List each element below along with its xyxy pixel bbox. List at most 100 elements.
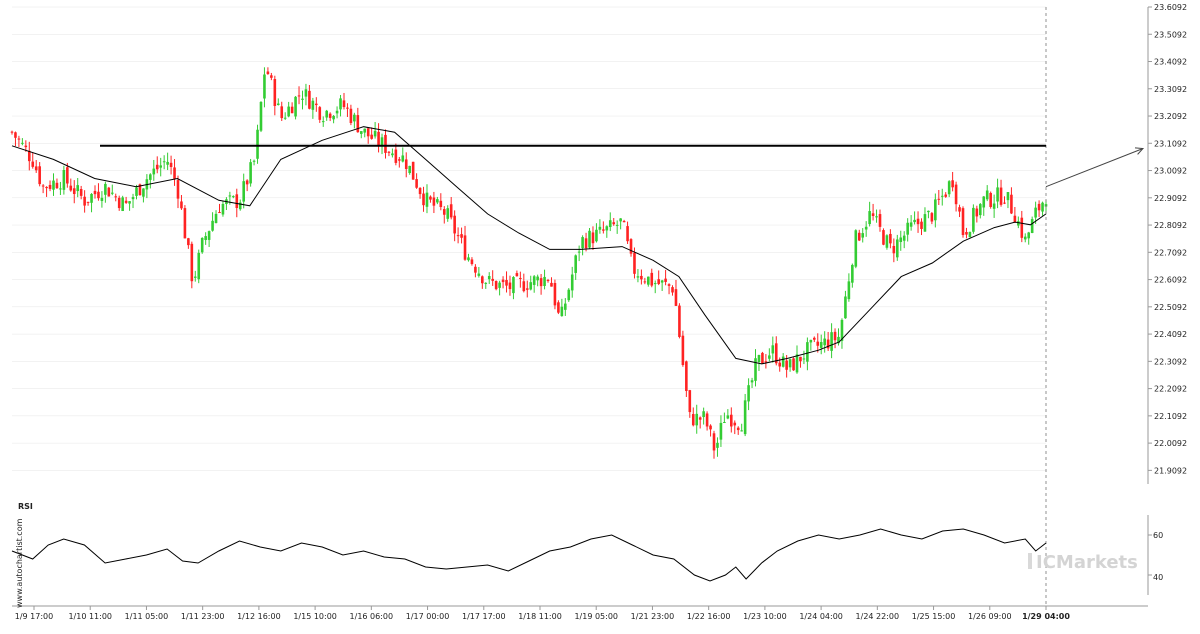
candle-body: [916, 218, 920, 225]
price-tick-label: 22.3092: [1154, 357, 1187, 366]
candle-body: [280, 106, 284, 119]
candle-body: [117, 197, 121, 209]
candle-body: [31, 161, 35, 167]
candle-body: [508, 282, 512, 290]
candle-body: [72, 188, 76, 195]
time-tick-label: 1/11 23:00: [181, 612, 225, 621]
candle-body: [38, 166, 41, 185]
candle-body: [273, 79, 277, 106]
candle-body: [768, 355, 771, 359]
side-watermark: www.autochartist.com: [15, 518, 24, 608]
candle-body: [297, 95, 301, 97]
candle-body: [404, 159, 408, 170]
candle-body: [854, 230, 858, 267]
candle-body: [110, 192, 114, 194]
candle-body: [819, 342, 823, 348]
price-tick-label: 22.2092: [1154, 385, 1187, 394]
candle-body: [238, 202, 242, 210]
candle-body: [795, 354, 799, 373]
time-tick-label: 1/17 17:00: [462, 612, 506, 621]
candle-body: [90, 193, 93, 203]
candle-body: [484, 282, 488, 284]
candle-body: [844, 296, 847, 319]
candle-body: [501, 279, 505, 283]
candle-body: [647, 276, 650, 285]
candle-body: [460, 234, 463, 238]
candle-body: [695, 413, 699, 426]
candle-body: [992, 203, 996, 209]
candle-body: [667, 284, 671, 286]
candle-body: [705, 413, 709, 427]
candle-body: [470, 259, 474, 265]
time-tick-label: 1/24 22:00: [856, 612, 900, 621]
candle-body: [55, 182, 59, 189]
candle-body: [909, 222, 913, 227]
time-tick-label: 1/22 16:00: [687, 612, 731, 621]
candle-body: [429, 196, 432, 200]
candle-body: [771, 345, 775, 354]
candle-body: [608, 220, 612, 228]
candle-body: [418, 187, 422, 195]
time-tick-label: 1/25 15:00: [912, 612, 956, 621]
candle-body: [21, 142, 24, 144]
candle-body: [411, 161, 415, 180]
candle-body: [626, 226, 629, 242]
candle-body: [481, 276, 484, 284]
candle-body: [270, 75, 273, 78]
candle-body: [370, 134, 373, 139]
candle-body: [643, 281, 647, 283]
candle-body: [1017, 221, 1020, 226]
candle-body: [985, 190, 989, 200]
candle-body: [781, 356, 785, 367]
candle-body: [512, 277, 515, 294]
price-tick-label: 23.6092: [1154, 3, 1187, 12]
candle-body: [79, 189, 83, 196]
candle-body: [944, 194, 948, 197]
moving-average-layer: [11, 126, 1047, 365]
candle-body: [467, 257, 470, 261]
candle-body: [906, 222, 909, 235]
candle-body: [709, 425, 712, 430]
candle-body: [851, 264, 854, 283]
candle-body: [335, 110, 339, 114]
time-tick-label: 1/18 11:00: [518, 612, 562, 621]
candle-body: [453, 215, 456, 234]
candle-body: [560, 306, 564, 317]
candle-body: [564, 303, 567, 310]
candle-body: [321, 121, 325, 123]
candle-body: [304, 89, 308, 97]
candle-body: [691, 414, 695, 426]
candle-body: [975, 208, 979, 217]
time-tick-label: 1/11 05:00: [125, 612, 169, 621]
candle-body: [937, 198, 941, 200]
candle-body: [425, 192, 429, 207]
candle-body: [104, 183, 107, 195]
candle-body: [913, 219, 916, 223]
candle-body: [242, 181, 245, 202]
candle-body: [474, 266, 477, 273]
candle-body: [892, 245, 896, 254]
time-tick-label: 1/29 04:00: [1022, 612, 1070, 621]
rsi-panel: RSI 60 40: [11, 502, 1163, 595]
candle-body: [498, 282, 501, 288]
candle-body: [688, 390, 692, 413]
time-tick-label: 1/17 00:00: [406, 612, 450, 621]
candle-body: [557, 302, 560, 313]
candle-body: [107, 187, 111, 197]
candle-body: [615, 224, 619, 226]
candle-body: [394, 149, 398, 163]
price-tick-label: 23.0092: [1154, 167, 1187, 176]
candle-body: [584, 238, 588, 249]
candle-body: [263, 74, 266, 99]
candle-body: [567, 289, 571, 301]
candle-body: [1003, 202, 1006, 204]
candle-body: [619, 218, 622, 222]
candle-body: [799, 356, 802, 362]
candle-body: [927, 210, 930, 213]
candle-body: [276, 103, 280, 106]
candle-body: [989, 192, 992, 207]
candle-body: [940, 195, 944, 197]
candle-body: [166, 161, 169, 165]
price-tick-label: 23.5092: [1154, 30, 1187, 39]
price-tick-label: 22.5092: [1154, 303, 1187, 312]
